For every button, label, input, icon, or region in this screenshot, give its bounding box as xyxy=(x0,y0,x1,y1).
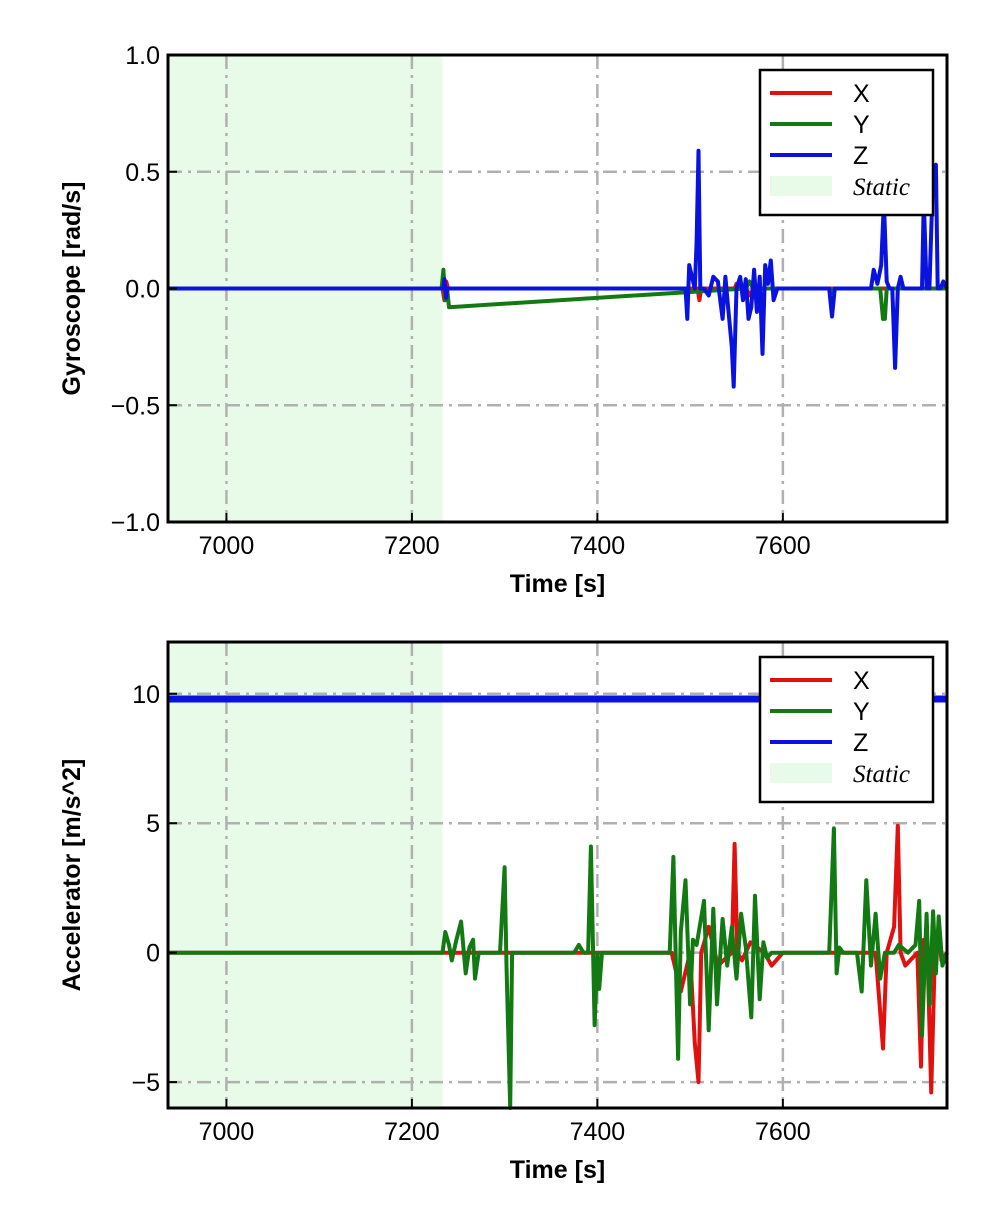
y-axis-label: Gyroscope [rad/s] xyxy=(58,182,86,396)
legend-label-y: Y xyxy=(853,698,870,726)
plot-frame xyxy=(166,640,949,1110)
legend-label-static: Static xyxy=(853,761,910,788)
y-tick-label: −1.0 xyxy=(111,509,160,537)
x-tick-label: 7200 xyxy=(384,532,440,560)
legend: XYZ Static xyxy=(758,68,935,217)
legend-label-x: X xyxy=(853,667,870,695)
y-tick-label: 0 xyxy=(146,940,160,968)
y-tick-label: 0.0 xyxy=(125,276,160,304)
y-tick-label: 1.0 xyxy=(125,42,160,70)
x-tick-label: 7000 xyxy=(199,532,255,560)
y-tick-labels: −1.0 −0.5 0.0 0.5 1.0 xyxy=(111,42,160,537)
legend-swatch-static xyxy=(770,763,832,783)
legend-swatch-static xyxy=(770,176,832,196)
x-tick-labels: 7000 7200 7400 7600 xyxy=(199,532,811,560)
y-axis-label: Accelerator [m/s^2] xyxy=(58,759,86,992)
x-tick-labels: 7000 7200 7400 7600 xyxy=(199,1118,811,1146)
x-axis-label: Time [s] xyxy=(510,1156,605,1184)
plot-frame xyxy=(166,53,949,524)
legend-label-z: Z xyxy=(853,142,868,170)
y-tick-label: −0.5 xyxy=(111,392,160,420)
y-tick-label: 5 xyxy=(146,810,160,838)
x-tick-label: 7200 xyxy=(384,1118,440,1146)
y-tick-label: 0.5 xyxy=(125,159,160,187)
legend-label-static: Static xyxy=(853,174,910,201)
x-tick-label: 7000 xyxy=(199,1118,255,1146)
legend-label-x: X xyxy=(853,80,870,108)
series-lines xyxy=(168,148,949,389)
x-tick-label: 7600 xyxy=(755,1118,811,1146)
static-region xyxy=(168,642,443,1108)
legend-label-y: Y xyxy=(853,111,870,139)
gyroscope-chart: 7000 7200 7400 7600 −1.0 −0.5 0.0 0.5 1.0 Time … xyxy=(58,42,949,598)
legend-label-z: Z xyxy=(853,729,868,757)
series-line-z xyxy=(168,148,949,389)
x-tick-label: 7600 xyxy=(755,532,811,560)
x-tick-label: 7400 xyxy=(570,1118,626,1146)
legend: XYZ Static xyxy=(758,655,935,804)
accelerometer-chart: 7000 7200 7400 7600 −5 0 5 10 Time [s] Acceler… xyxy=(58,640,949,1184)
x-tick-label: 7400 xyxy=(570,532,626,560)
y-tick-label: 10 xyxy=(132,681,160,709)
series-line-y xyxy=(168,826,949,1110)
y-tick-label: −5 xyxy=(131,1069,160,1097)
x-axis-label: Time [s] xyxy=(510,570,605,598)
y-tick-labels: −5 0 5 10 xyxy=(131,681,160,1097)
